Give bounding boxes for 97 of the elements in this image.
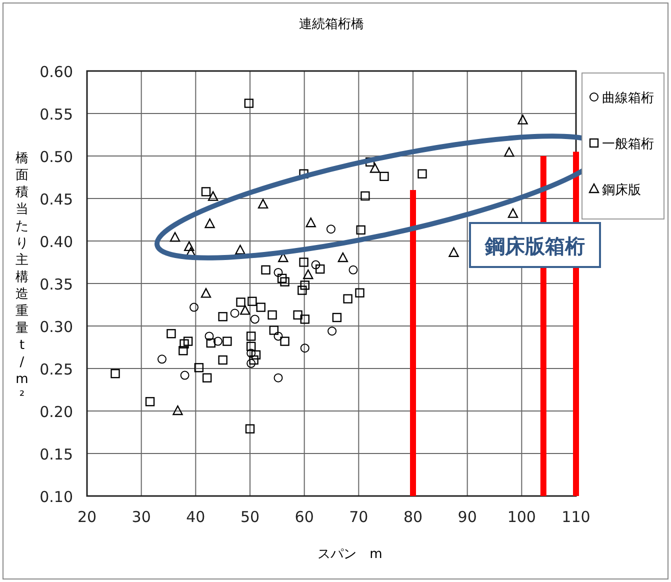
point	[145, 397, 155, 406]
point	[293, 310, 302, 320]
point	[245, 424, 255, 434]
legend-label: 鋼床版	[602, 183, 641, 198]
point	[274, 373, 283, 382]
y-tick-label: 0.25	[40, 360, 73, 378]
point	[299, 258, 308, 267]
y-tick-label: 0.20	[40, 403, 73, 421]
point	[236, 298, 246, 307]
point	[218, 355, 228, 365]
point	[298, 286, 307, 295]
point	[183, 336, 193, 346]
point	[166, 329, 176, 338]
point	[246, 332, 256, 341]
point	[246, 342, 256, 351]
x-tick-label: 110	[562, 508, 590, 526]
x-tick-label: 70	[349, 508, 368, 526]
point	[240, 305, 250, 315]
point	[338, 252, 348, 262]
y-tick-label: 0.10	[40, 488, 73, 506]
point	[360, 191, 370, 201]
point	[328, 326, 337, 336]
x-tick-label: 90	[458, 508, 477, 526]
point	[201, 187, 211, 196]
y-tick-label: 0.50	[40, 148, 73, 166]
point	[178, 346, 188, 356]
y-tick-label: 0.55	[40, 106, 73, 124]
point	[248, 296, 257, 306]
y-tick-label: 0.40	[40, 233, 73, 251]
point	[303, 269, 314, 280]
x-tick-label: 50	[240, 508, 260, 526]
point	[300, 314, 310, 324]
point	[518, 114, 528, 124]
legend-label: 曲線箱桁	[602, 91, 654, 106]
point	[222, 336, 232, 346]
x-tick-label: 40	[186, 508, 206, 526]
point	[277, 274, 287, 283]
x-tick-label: 60	[294, 508, 314, 526]
point	[200, 288, 212, 298]
point	[269, 326, 279, 335]
point	[184, 241, 194, 252]
point	[208, 191, 218, 201]
point	[170, 232, 180, 242]
point	[244, 98, 254, 108]
x-tick-label: 30	[132, 508, 151, 526]
point	[311, 260, 320, 270]
point	[348, 265, 358, 274]
point	[418, 169, 427, 178]
point	[235, 244, 246, 254]
point	[380, 172, 389, 181]
point	[326, 224, 336, 234]
point	[256, 302, 266, 312]
point	[508, 208, 518, 218]
point	[157, 354, 166, 364]
point	[250, 314, 260, 324]
point	[300, 280, 310, 290]
point	[202, 373, 212, 382]
point	[355, 288, 364, 298]
point	[194, 363, 204, 372]
y-tick-label: 0.35	[40, 276, 73, 294]
point	[370, 163, 380, 173]
x-tick-label: 100	[507, 508, 536, 526]
point	[180, 339, 189, 348]
point	[204, 218, 215, 228]
x-tick-label: 20	[77, 508, 97, 526]
point	[180, 370, 190, 380]
point	[110, 369, 120, 378]
point	[315, 264, 325, 274]
legend-label: 一般箱桁	[602, 137, 654, 152]
y-tick-label: 0.30	[40, 318, 73, 336]
point	[332, 312, 342, 322]
point	[356, 225, 366, 235]
point	[261, 265, 270, 274]
x-axis-title: スパン m	[318, 547, 382, 562]
y-tick-label: 0.15	[40, 446, 73, 464]
point	[343, 294, 352, 304]
y-tick-label: 0.45	[40, 190, 73, 208]
point	[206, 338, 216, 348]
point	[504, 147, 514, 157]
annotation: 鋼床版箱桁	[484, 234, 585, 258]
point	[280, 277, 290, 286]
point	[172, 405, 183, 416]
point	[268, 310, 277, 320]
point	[300, 344, 310, 353]
text: 橋面積当たり主構造重量t/m²	[16, 151, 28, 404]
point	[448, 247, 459, 257]
x-tick-label: 80	[403, 508, 423, 526]
point	[306, 218, 316, 228]
point	[258, 198, 268, 209]
point	[280, 336, 290, 346]
point	[230, 308, 240, 318]
point	[251, 350, 261, 360]
point	[249, 355, 258, 365]
point	[218, 312, 228, 322]
y-tick-label: 0.60	[40, 63, 73, 81]
chart-title: 連続箱桁橋	[299, 17, 364, 32]
point	[190, 302, 199, 312]
